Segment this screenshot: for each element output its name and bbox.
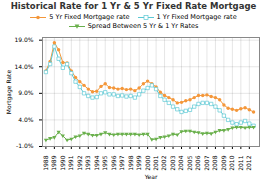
svg-text:1996: 1996 [110,156,117,171]
svg-text:1992: 1992 [76,156,83,171]
svg-text:-1.0%: -1.0% [16,143,34,150]
svg-text:2003: 2003 [169,156,176,171]
svg-text:1998: 1998 [127,156,134,171]
svg-text:2000: 2000 [144,156,151,171]
svg-text:1990: 1990 [59,156,66,171]
svg-text:1993: 1993 [84,156,91,171]
svg-text:2008: 2008 [211,156,218,171]
svg-text:1989: 1989 [50,156,57,171]
svg-text:2010: 2010 [228,156,235,171]
svg-text:2002: 2002 [160,156,167,171]
svg-text:19.0%: 19.0% [14,36,33,43]
svg-text:2012: 2012 [245,156,252,171]
svg-text:2005: 2005 [186,156,193,171]
svg-text:1994: 1994 [93,156,100,171]
svg-text:Year: Year [144,173,158,180]
svg-text:2011: 2011 [237,156,244,171]
svg-text:1995: 1995 [101,156,108,171]
svg-text:2001: 2001 [152,156,159,171]
svg-text:Mortgage Rate: Mortgage Rate [5,70,13,115]
svg-text:1999: 1999 [135,156,142,171]
svg-text:4.0%: 4.0% [18,116,34,123]
svg-text:1991: 1991 [67,156,74,171]
svg-text:9.0%: 9.0% [18,90,34,97]
svg-text:2004: 2004 [177,156,184,171]
html-text:1 Yr Fixed Mortgage rate: 1 Yr Fixed Mortgage rate [156,12,237,21]
html-text:5 Yr Fixed Mortgage rate: 5 Yr Fixed Mortgage rate [49,12,130,21]
svg-text:2009: 2009 [220,156,227,171]
svg-text:1988: 1988 [42,156,49,171]
svg-text:1997: 1997 [118,156,125,171]
svg-text:2006: 2006 [194,156,201,171]
html-text:Historical Rate for 1 Yr & 5 Y: Historical Rate for 1 Yr & 5 Yr Fixed Ra… [10,1,257,11]
html-text:Spread Between 5 Yr & 1 Yr Rat: Spread Between 5 Yr & 1 Yr Rates [87,21,199,30]
svg-text:2007: 2007 [203,156,210,171]
svg-text:14.0%: 14.0% [14,63,33,70]
